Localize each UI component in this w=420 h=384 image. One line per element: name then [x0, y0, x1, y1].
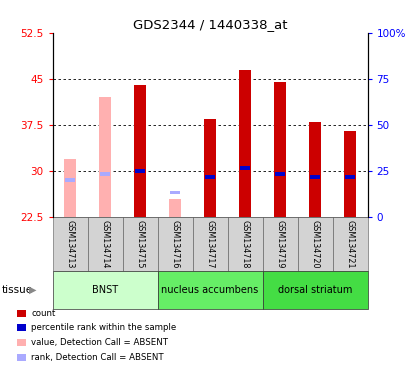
Bar	[239, 70, 251, 217]
Text: dorsal striatum: dorsal striatum	[278, 285, 352, 295]
Text: GSM134717: GSM134717	[205, 220, 215, 268]
Bar	[87, 217, 123, 271]
Bar	[169, 199, 181, 217]
Bar	[99, 97, 111, 217]
Text: GSM134714: GSM134714	[100, 220, 110, 268]
Text: nucleus accumbens: nucleus accumbens	[161, 285, 259, 295]
Bar	[262, 271, 368, 309]
Text: ▶: ▶	[29, 285, 36, 295]
Bar	[297, 217, 333, 271]
Bar	[158, 271, 262, 309]
Bar	[274, 82, 286, 217]
Bar	[135, 169, 145, 173]
Text: GSM134715: GSM134715	[136, 220, 144, 268]
Bar	[52, 271, 158, 309]
Bar	[240, 166, 250, 170]
Text: GSM134720: GSM134720	[310, 220, 320, 268]
Text: BNST: BNST	[92, 285, 118, 295]
Bar	[100, 172, 110, 176]
Text: rank, Detection Call = ABSENT: rank, Detection Call = ABSENT	[31, 353, 164, 362]
Bar	[158, 217, 192, 271]
Text: GSM134718: GSM134718	[241, 220, 249, 268]
Bar	[345, 175, 355, 179]
Text: tissue: tissue	[2, 285, 33, 295]
Text: GSM134719: GSM134719	[276, 220, 284, 268]
Text: count: count	[31, 309, 55, 318]
Bar	[64, 159, 76, 217]
Text: GSM134716: GSM134716	[171, 220, 179, 268]
Bar	[333, 217, 368, 271]
Text: GSM134713: GSM134713	[66, 220, 74, 268]
Bar	[262, 217, 297, 271]
Bar	[65, 178, 75, 182]
Bar	[134, 85, 146, 217]
Bar	[170, 190, 180, 194]
Bar	[309, 122, 321, 217]
Bar	[204, 119, 216, 217]
Text: percentile rank within the sample: percentile rank within the sample	[31, 323, 176, 333]
Bar	[205, 175, 215, 179]
Bar	[192, 217, 228, 271]
Bar	[228, 217, 262, 271]
Bar	[310, 175, 320, 179]
Bar	[52, 217, 87, 271]
Text: GSM134721: GSM134721	[346, 220, 354, 268]
Title: GDS2344 / 1440338_at: GDS2344 / 1440338_at	[133, 18, 287, 31]
Text: value, Detection Call = ABSENT: value, Detection Call = ABSENT	[31, 338, 168, 347]
Bar	[344, 131, 356, 217]
Bar	[275, 172, 285, 176]
Bar	[123, 217, 158, 271]
